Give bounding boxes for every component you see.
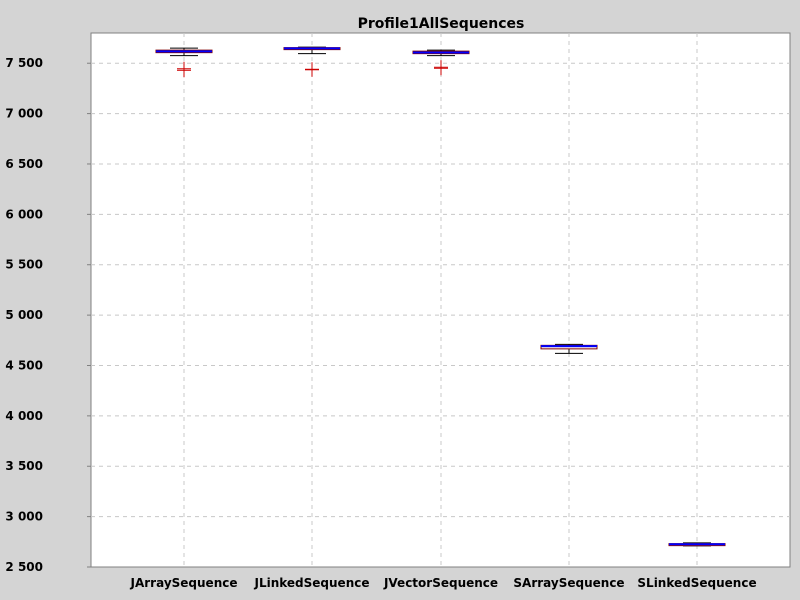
y-tick-label: 6 000 <box>5 207 43 221</box>
x-axis: JArraySequence JLinkedSequence JVectorSequ… <box>130 576 757 590</box>
y-tick-label: 2 500 <box>5 560 43 574</box>
box-JVectorSequence <box>412 49 470 76</box>
x-tick-label: JArraySequence <box>130 576 238 590</box>
y-tick-label: 4 000 <box>5 409 43 423</box>
y-tick-label: 6 500 <box>5 157 43 171</box>
y-tick-label: 7 000 <box>5 107 43 121</box>
y-tick-label: 5 500 <box>5 258 43 272</box>
box-SLinkedSequence <box>668 542 726 547</box>
y-tick-label: 4 500 <box>5 358 43 372</box>
chart-title: Profile1AllSequences <box>358 16 525 32</box>
box-SArraySequence <box>540 343 598 354</box>
x-tick-label: JVectorSequence <box>383 576 498 590</box>
box-series <box>155 46 726 547</box>
x-tick-label: SLinkedSequence <box>637 576 756 590</box>
box-JArraySequence <box>155 47 213 78</box>
y-tick-label: 7 500 <box>5 56 43 70</box>
x-tick-label: JLinkedSequence <box>253 576 369 590</box>
y-tick-label: 5 000 <box>5 308 43 322</box>
x-tick-label: SArraySequence <box>513 576 624 590</box>
y-axis: 2 500 3 000 3 500 4 000 4 500 5 000 5 500 6 000… <box>5 56 91 574</box>
y-tick-label: 3 500 <box>5 459 43 473</box>
y-tick-label: 3 000 <box>5 510 43 524</box>
gridlines <box>91 33 790 567</box>
box-JLinkedSequence <box>283 46 341 77</box>
